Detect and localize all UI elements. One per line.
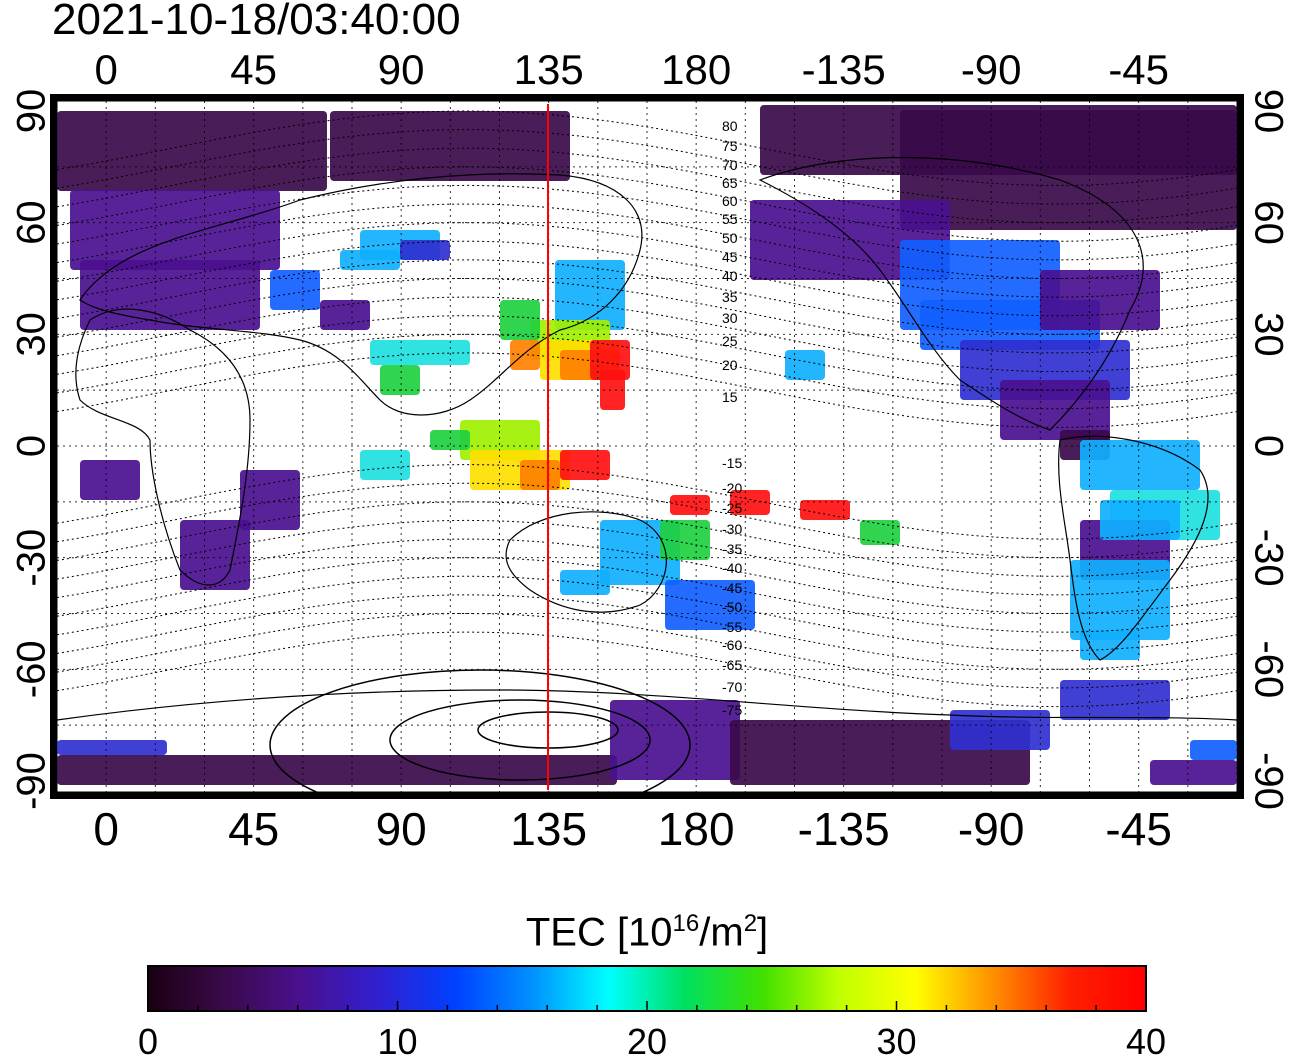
bottom-lon-tick-labels: 0 45 90 135 180 -135 -90 -45 — [93, 803, 1172, 855]
contour-label: -40 — [722, 560, 742, 576]
colorbar-title: TEC [1016/m2] — [0, 900, 1294, 956]
bottom-lon-tick: -135 — [798, 803, 890, 855]
left-lat-tick: 60 — [10, 200, 54, 245]
contour-label: -45 — [722, 580, 742, 596]
contour-label: 75 — [722, 138, 738, 154]
contour-label: -65 — [722, 657, 742, 673]
contour-label: 25 — [722, 333, 738, 349]
contour-label: -70 — [722, 679, 742, 695]
top-lon-tick-labels: 0 45 90 135 180 -135 -90 -45 — [94, 46, 1169, 93]
magnetic-latitude-contours — [56, 110, 1238, 798]
bottom-lon-tick: 135 — [510, 803, 587, 855]
top-lon-tick: 90 — [378, 46, 425, 93]
timestamp: 2021-10-18/03:40:00 — [52, 0, 461, 44]
left-lat-tick: 30 — [10, 312, 54, 357]
contour-label: 40 — [722, 268, 738, 284]
top-black-border — [51, 95, 1243, 101]
right-lat-tick-labels: 90 60 30 0 -30 -60 -90 — [1246, 89, 1290, 810]
contour-label: -25 — [722, 500, 742, 516]
top-lon-tick: 0 — [94, 46, 117, 93]
contour-label: 65 — [722, 175, 738, 191]
contour-labels: 80 75 70 65 60 55 50 45 40 35 30 25 20 15 -15 -20 -25 -30… — [722, 118, 742, 718]
contour-label: 35 — [722, 289, 738, 305]
right-lat-tick: -60 — [1246, 640, 1290, 698]
contour-label: -15 — [722, 455, 742, 471]
colorbar-title-end: ] — [757, 910, 769, 955]
top-lon-tick: 135 — [514, 46, 584, 93]
right-lat-tick: 30 — [1246, 312, 1290, 357]
bottom-lon-tick: 90 — [376, 803, 427, 855]
left-black-border — [51, 95, 57, 798]
bottom-lon-tick: -90 — [958, 803, 1024, 855]
contour-label: 60 — [722, 193, 738, 209]
bottom-lon-tick: 180 — [658, 803, 735, 855]
bottom-lon-tick: 45 — [228, 803, 279, 855]
colorbar-title-main: TEC [10 — [525, 910, 673, 955]
colorbar-ticks: 0 10 20 30 40 — [138, 1001, 1166, 1057]
bottom-black-border — [51, 792, 1243, 798]
contour-label: -30 — [722, 521, 742, 537]
contour-label: 80 — [722, 118, 738, 134]
bottom-lon-tick: 0 — [93, 803, 119, 855]
contour-label: -20 — [722, 480, 742, 496]
right-lat-tick: -90 — [1246, 752, 1290, 810]
contour-label: 55 — [722, 211, 738, 227]
left-lat-tick: -30 — [10, 529, 54, 587]
right-lat-tick: 90 — [1246, 89, 1290, 134]
left-lat-tick: -60 — [10, 640, 54, 698]
colorbar-tick-label: 0 — [138, 1021, 158, 1057]
left-lat-tick: -90 — [10, 752, 54, 810]
contour-label: 15 — [722, 389, 738, 405]
colorbar-tick-label: 30 — [876, 1021, 916, 1057]
left-lat-tick-labels: 90 60 30 0 -30 -60 -90 — [10, 89, 54, 810]
top-lon-tick: 45 — [230, 46, 277, 93]
contour-label: -55 — [722, 619, 742, 635]
contour-label: -35 — [722, 541, 742, 557]
contour-label: 70 — [722, 157, 738, 173]
contour-label: -75 — [722, 702, 742, 718]
contour-label: 45 — [722, 249, 738, 265]
colorbar-title-exp1: 16 — [672, 910, 700, 937]
top-lon-tick: -90 — [961, 46, 1022, 93]
top-lon-tick: 180 — [661, 46, 731, 93]
contour-label: 30 — [722, 310, 738, 326]
top-lon-tick: -45 — [1108, 46, 1169, 93]
left-lat-tick: 90 — [10, 89, 54, 134]
colorbar-title-exp2: 2 — [743, 910, 758, 937]
bottom-lon-tick: -45 — [1105, 803, 1171, 855]
colorbar-tick-label: 10 — [377, 1021, 417, 1057]
right-black-border — [1237, 95, 1243, 798]
right-lat-tick: -30 — [1246, 529, 1290, 587]
left-lat-tick: 0 — [10, 435, 54, 457]
colorbar-tick-label: 40 — [1126, 1021, 1166, 1057]
right-lat-tick: 60 — [1246, 200, 1290, 245]
top-lon-tick: -135 — [802, 46, 886, 93]
contour-label: -60 — [722, 637, 742, 653]
contour-label: 20 — [722, 357, 738, 373]
colorbar-tick-label: 20 — [627, 1021, 667, 1057]
right-lat-tick: 0 — [1246, 435, 1290, 457]
contour-label: 50 — [722, 230, 738, 246]
colorbar-title-units: /m — [699, 910, 744, 955]
contour-label: -50 — [722, 599, 742, 615]
